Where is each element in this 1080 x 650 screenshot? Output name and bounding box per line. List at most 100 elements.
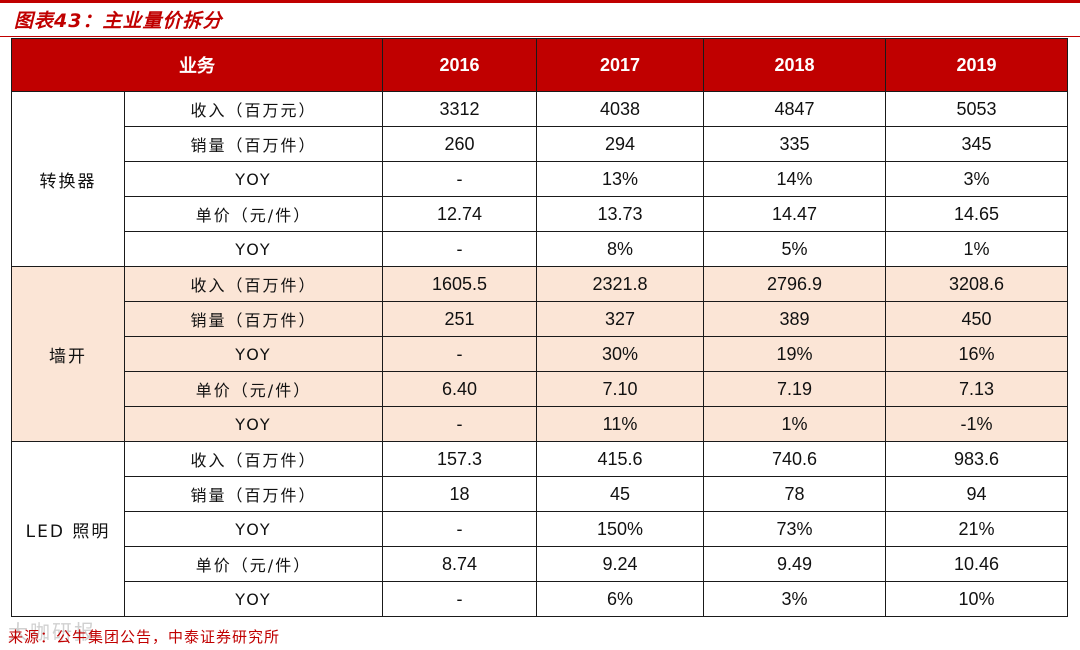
value-cell: 14.65 (885, 196, 1068, 232)
value-cell: 45 (536, 476, 704, 512)
value-cell: 94 (885, 476, 1068, 512)
value-cell: 9.49 (703, 546, 886, 582)
value-cell: - (382, 406, 537, 442)
value-cell: 13% (536, 161, 704, 197)
table-row: 单价（元/件） 8.74 9.24 9.49 10.46 (12, 546, 1068, 582)
table-row: 销量（百万件） 260 294 335 345 (12, 126, 1068, 162)
metric-label: 单价（元/件） (124, 196, 383, 232)
value-cell: 251 (382, 301, 537, 337)
value-cell: 2321.8 (536, 266, 704, 302)
top-accent-rule (0, 0, 1080, 3)
value-cell: 13.73 (536, 196, 704, 232)
value-cell: 14% (703, 161, 886, 197)
table-row: YOY -6% 3% 10% (12, 581, 1068, 617)
metric-label: YOY (124, 161, 383, 197)
value-cell: 3312 (382, 91, 537, 127)
metric-label: 单价（元/件） (124, 546, 383, 582)
table-row: 销量（百万件） 18 45 78 94 (12, 476, 1068, 512)
value-cell: - (382, 161, 537, 197)
metric-label: YOY (124, 581, 383, 617)
group-label: LED 照明 (11, 441, 125, 617)
value-cell: 1% (703, 406, 886, 442)
value-cell: 7.13 (885, 371, 1068, 407)
table-row: 销量（百万件） 251 327 389 450 (12, 301, 1068, 337)
value-cell: 12.74 (382, 196, 537, 232)
metric-label: YOY (124, 231, 383, 267)
metric-label: 收入（百万件） (124, 441, 383, 477)
value-cell: 5% (703, 231, 886, 267)
header-year: 2017 (536, 38, 704, 92)
value-cell: 7.19 (703, 371, 886, 407)
value-cell: 10% (885, 581, 1068, 617)
table-row: 单价（元/件） 6.40 7.10 7.19 7.13 (12, 371, 1068, 407)
header-business: 业务 (11, 38, 383, 92)
metric-label: 销量（百万件） (124, 301, 383, 337)
table-body: 转换器 收入（百万元） 3312 4038 4847 5053 销量（百万件） 260 294 3… (11, 91, 1068, 617)
table-row: YOY -11% 1% -1% (12, 406, 1068, 442)
value-cell: 2796.9 (703, 266, 886, 302)
value-cell: 1% (885, 231, 1068, 267)
source-note: 来源：公牛集团公告，中泰证券研究所 (8, 628, 281, 646)
value-cell: 4847 (703, 91, 886, 127)
value-cell: 450 (885, 301, 1068, 337)
value-cell: 3% (703, 581, 886, 617)
value-cell: 740.6 (703, 441, 886, 477)
table-row: YOY -30% 19% 16% (12, 336, 1068, 372)
value-cell: 10.46 (885, 546, 1068, 582)
metric-label: YOY (124, 336, 383, 372)
value-cell: - (382, 581, 537, 617)
watermark: 大咖研报 (8, 620, 96, 644)
header-row: 业务 2016 2017 2018 2019 (11, 38, 1068, 92)
value-cell: 7.10 (536, 371, 704, 407)
title-underline (0, 36, 1080, 37)
table-row: YOY -13% 14% 3% (12, 161, 1068, 197)
value-cell: 345 (885, 126, 1068, 162)
value-cell: 16% (885, 336, 1068, 372)
price-volume-table: 业务 2016 2017 2018 2019 转换器 收入（百万元） 3312 403… (11, 38, 1068, 617)
table-row: LED 照明 收入（百万件） 157.3 415.6 740.6 983.6 (11, 441, 1068, 617)
value-cell: - (382, 336, 537, 372)
group-label: 墙开 (11, 266, 125, 442)
value-cell: 18 (382, 476, 537, 512)
value-cell: 983.6 (885, 441, 1068, 477)
header-year: 2016 (382, 38, 537, 92)
value-cell: 6.40 (382, 371, 537, 407)
value-cell: - (382, 231, 537, 267)
value-cell: 260 (382, 126, 537, 162)
value-cell: 14.47 (703, 196, 886, 232)
value-cell: 78 (703, 476, 886, 512)
metric-label: 收入（百万元） (124, 91, 383, 127)
value-cell: 73% (703, 511, 886, 547)
group-label: 转换器 (11, 91, 125, 267)
metric-label: 销量（百万件） (124, 476, 383, 512)
value-cell: 11% (536, 406, 704, 442)
value-cell: 3% (885, 161, 1068, 197)
value-cell: 335 (703, 126, 886, 162)
value-cell: -1% (885, 406, 1068, 442)
value-cell: 8% (536, 231, 704, 267)
value-cell: 5053 (885, 91, 1068, 127)
metric-label: 收入（百万件） (124, 266, 383, 302)
value-cell: 19% (703, 336, 886, 372)
table-row: YOY -150% 73% 21% (12, 511, 1068, 547)
header-year: 2019 (885, 38, 1068, 92)
value-cell: - (382, 511, 537, 547)
value-cell: 150% (536, 511, 704, 547)
value-cell: 327 (536, 301, 704, 337)
value-cell: 21% (885, 511, 1068, 547)
value-cell: 3208.6 (885, 266, 1068, 302)
value-cell: 157.3 (382, 441, 537, 477)
table-row: 墙开 收入（百万件） 1605.5 2321.8 2796.9 3208.6 (11, 266, 1068, 442)
metric-label: 销量（百万件） (124, 126, 383, 162)
header-year: 2018 (703, 38, 886, 92)
value-cell: 30% (536, 336, 704, 372)
value-cell: 415.6 (536, 441, 704, 477)
value-cell: 4038 (536, 91, 704, 127)
metric-label: 单价（元/件） (124, 371, 383, 407)
figure-title: 图表43：主业量价拆分 (14, 10, 223, 32)
value-cell: 389 (703, 301, 886, 337)
metric-label: YOY (124, 511, 383, 547)
value-cell: 9.24 (536, 546, 704, 582)
value-cell: 1605.5 (382, 266, 537, 302)
value-cell: 294 (536, 126, 704, 162)
